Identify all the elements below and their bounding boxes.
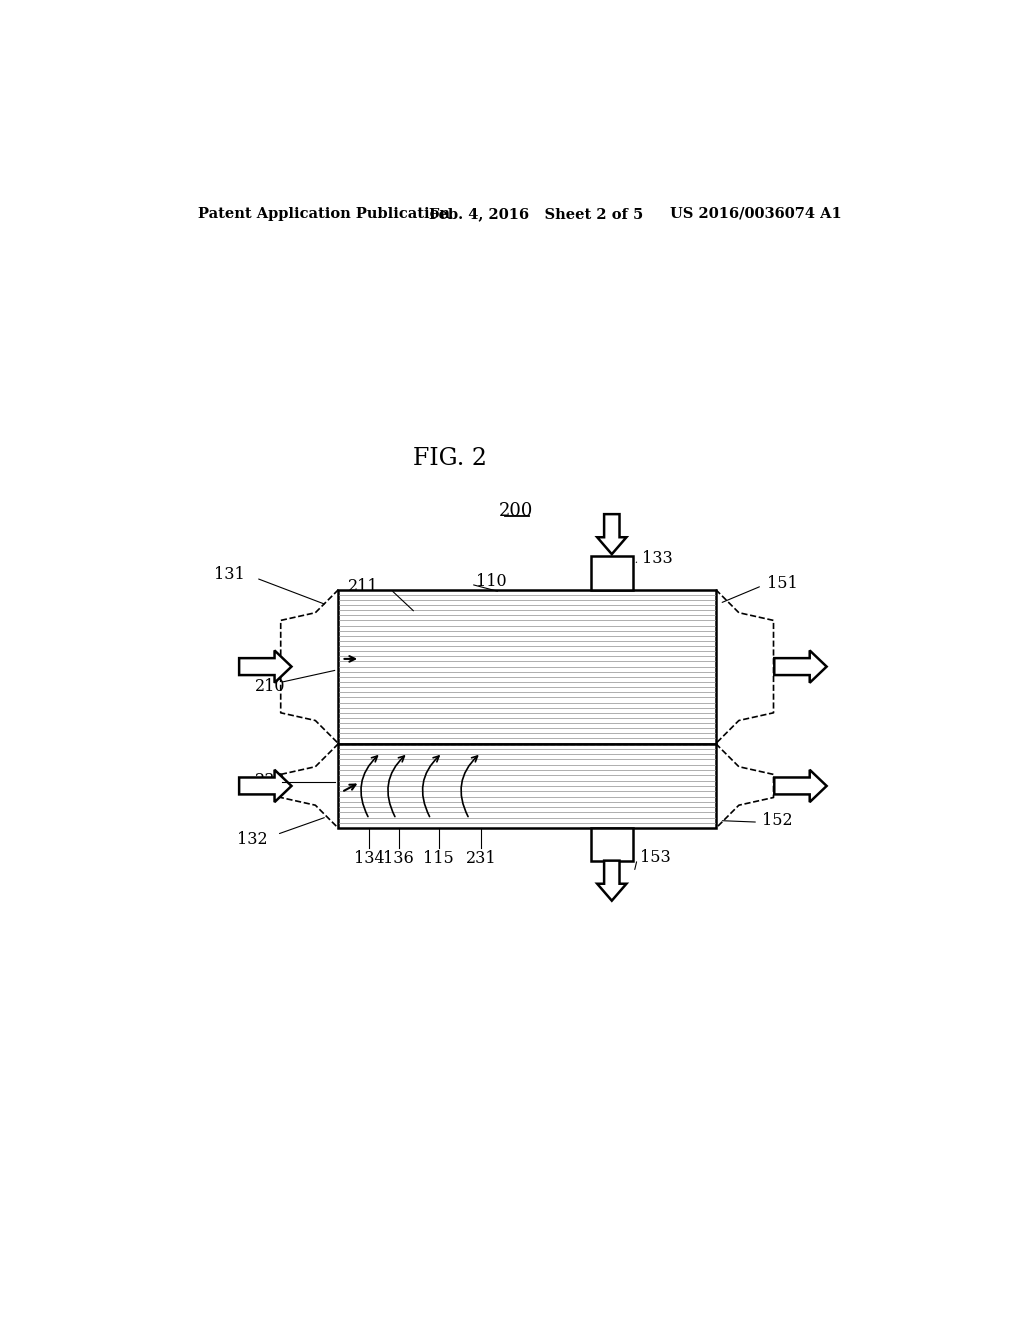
Polygon shape: [240, 770, 292, 803]
Bar: [339, 590, 716, 743]
Text: 133: 133: [642, 550, 673, 568]
Text: 115: 115: [423, 850, 454, 867]
Text: 210: 210: [255, 678, 286, 696]
Text: Feb. 4, 2016   Sheet 2 of 5: Feb. 4, 2016 Sheet 2 of 5: [429, 207, 643, 220]
Polygon shape: [597, 515, 627, 554]
Polygon shape: [774, 651, 826, 682]
Text: 131: 131: [214, 566, 245, 582]
Text: Patent Application Publication: Patent Application Publication: [199, 207, 451, 220]
Text: 153: 153: [640, 849, 671, 866]
Text: 152: 152: [762, 812, 793, 829]
Text: 151: 151: [767, 576, 798, 591]
Text: 200: 200: [499, 502, 532, 520]
Text: 132: 132: [237, 830, 267, 847]
Polygon shape: [597, 861, 627, 900]
Bar: [339, 743, 716, 829]
Polygon shape: [240, 651, 292, 682]
Text: FIG. 2: FIG. 2: [413, 447, 487, 470]
Bar: [591, 829, 633, 861]
Text: 231: 231: [466, 850, 497, 867]
Text: 110: 110: [475, 573, 506, 590]
Polygon shape: [774, 770, 826, 803]
Bar: [591, 557, 633, 590]
Text: 136: 136: [383, 850, 414, 867]
Text: US 2016/0036074 A1: US 2016/0036074 A1: [670, 207, 842, 220]
Text: 230: 230: [255, 772, 286, 789]
Text: 211: 211: [348, 578, 379, 595]
Text: 134: 134: [354, 850, 385, 867]
